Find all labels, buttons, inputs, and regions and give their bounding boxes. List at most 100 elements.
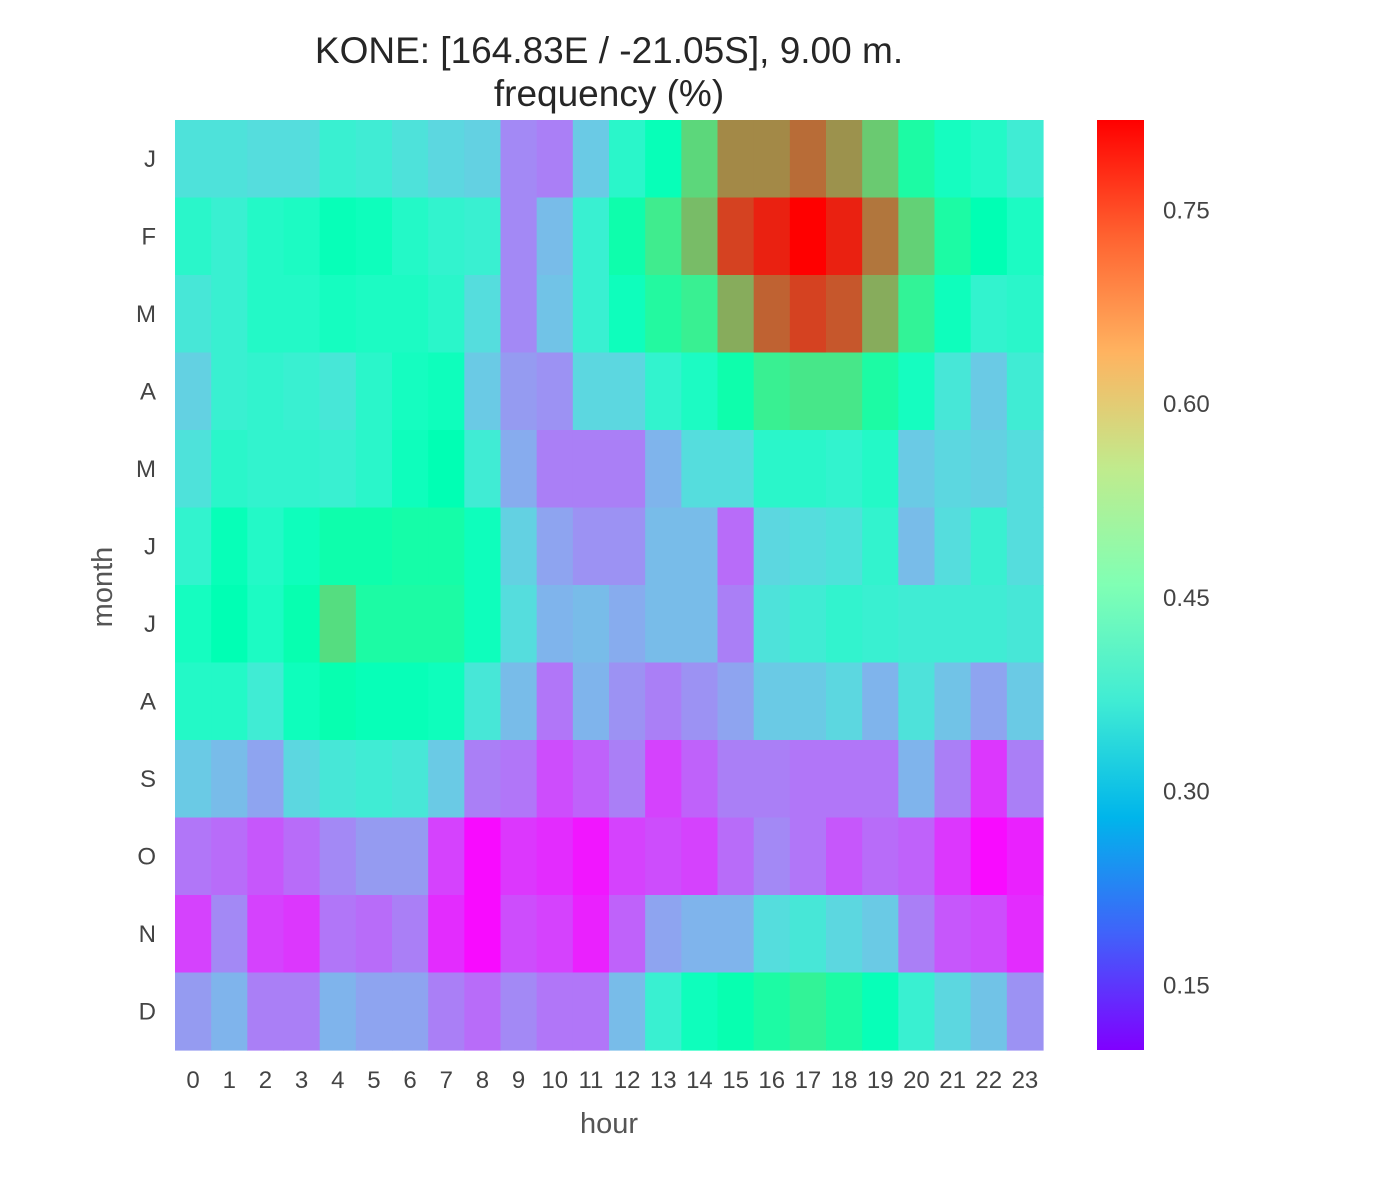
x-tick-label: 19 xyxy=(867,1067,894,1094)
heatmap-cell xyxy=(247,585,285,664)
y-tick-label: N xyxy=(139,921,156,948)
heatmap-cell xyxy=(319,662,357,741)
heatmap-cell xyxy=(572,197,610,276)
heatmap-cell xyxy=(211,275,248,354)
heatmap-cell xyxy=(536,197,574,276)
heatmap-cell xyxy=(283,507,321,586)
heatmap-cell xyxy=(392,972,429,1051)
heatmap-cell xyxy=(826,662,863,741)
heatmap-cell xyxy=(934,507,972,586)
heatmap-cell xyxy=(898,740,936,819)
x-tick-label: 8 xyxy=(476,1067,489,1094)
heatmap-cell xyxy=(247,895,285,974)
heatmap-cell xyxy=(609,120,646,199)
heatmap-cell xyxy=(826,585,863,664)
heatmap-cell xyxy=(753,585,791,664)
heatmap-cell xyxy=(355,275,393,354)
x-tick-label: 23 xyxy=(1012,1067,1039,1094)
heatmap-cell xyxy=(428,662,465,741)
heatmap-cell xyxy=(536,662,574,741)
heatmap-cell xyxy=(283,275,321,354)
heatmap-cell xyxy=(175,275,212,354)
heatmap-cell xyxy=(247,662,285,741)
y-tick-label: A xyxy=(140,378,156,405)
heatmap-cell xyxy=(645,507,682,586)
heatmap-cell xyxy=(536,120,574,199)
x-tick-label: 13 xyxy=(650,1067,677,1094)
heatmap-cell xyxy=(609,895,646,974)
heatmap-cell xyxy=(319,197,357,276)
heatmap-cell xyxy=(1006,507,1044,586)
heatmap-cell xyxy=(826,275,863,354)
heatmap-cell xyxy=(1006,895,1044,974)
heatmap-cell xyxy=(211,817,248,896)
heatmap-cell xyxy=(645,352,682,431)
heatmap-cell xyxy=(934,120,972,199)
heatmap-cell xyxy=(609,972,646,1051)
heatmap-cell xyxy=(500,740,538,819)
heatmap-cell xyxy=(645,275,682,354)
heatmap-cell xyxy=(862,817,899,896)
heatmap-cell xyxy=(753,275,791,354)
heatmap-cell xyxy=(717,275,755,354)
heatmap-cell xyxy=(717,740,755,819)
heatmap-cell xyxy=(753,197,791,276)
heatmap-cell xyxy=(1006,275,1044,354)
heatmap-cell xyxy=(717,585,755,664)
heatmap-cell xyxy=(681,120,719,199)
heatmap-cell xyxy=(609,740,646,819)
x-axis-label: hour xyxy=(580,1108,638,1140)
heatmap-cell xyxy=(392,352,429,431)
x-tick-label: 18 xyxy=(831,1067,858,1094)
heatmap-cell xyxy=(934,662,972,741)
heatmap-cell xyxy=(355,507,393,586)
heatmap-cell xyxy=(970,895,1008,974)
heatmap-cell xyxy=(283,972,321,1051)
heatmap-cell xyxy=(970,507,1008,586)
heatmap-cell xyxy=(970,972,1008,1051)
heatmap-cell xyxy=(717,430,755,509)
heatmap-cell xyxy=(898,120,936,199)
heatmap-cell xyxy=(826,895,863,974)
heatmap-cell xyxy=(717,507,755,586)
heatmap-cell xyxy=(175,817,212,896)
heatmap-cell xyxy=(826,430,863,509)
x-tick-label: 7 xyxy=(440,1067,453,1094)
heatmap-cell xyxy=(934,197,972,276)
heatmap-cell xyxy=(572,817,610,896)
heatmap-cell xyxy=(789,507,827,586)
heatmap-cell xyxy=(572,585,610,664)
heatmap-cell xyxy=(211,352,248,431)
x-tick-label: 12 xyxy=(614,1067,641,1094)
heatmap-cell xyxy=(392,817,429,896)
heatmap-cell xyxy=(681,507,719,586)
y-tick-label: M xyxy=(136,456,156,483)
heatmap-cell xyxy=(970,662,1008,741)
x-tick-label: 10 xyxy=(541,1067,568,1094)
heatmap-cell xyxy=(283,197,321,276)
heatmap-cell xyxy=(717,120,755,199)
heatmap-cell xyxy=(898,275,936,354)
heatmap-cell xyxy=(211,507,248,586)
heatmap-cell xyxy=(898,662,936,741)
heatmap-cell xyxy=(934,430,972,509)
x-tick-label: 3 xyxy=(295,1067,308,1094)
heatmap-cell xyxy=(934,817,972,896)
y-tick-label: S xyxy=(140,766,156,793)
heatmap-cell xyxy=(500,817,538,896)
heatmap-cell xyxy=(428,817,465,896)
heatmap-cell xyxy=(319,817,357,896)
x-tick-label: 11 xyxy=(578,1067,603,1094)
heatmap-cell xyxy=(753,740,791,819)
heatmap-cell xyxy=(247,972,285,1051)
heatmap-cell xyxy=(753,430,791,509)
heatmap-cell xyxy=(536,817,574,896)
heatmap-cell xyxy=(970,120,1008,199)
heatmap-cell xyxy=(392,740,429,819)
heatmap-cell xyxy=(211,662,248,741)
heatmap-cell xyxy=(789,895,827,974)
heatmap-cell xyxy=(428,275,465,354)
heatmap-cell xyxy=(645,662,682,741)
heatmap-cell xyxy=(645,740,682,819)
heatmap-cell xyxy=(211,895,248,974)
